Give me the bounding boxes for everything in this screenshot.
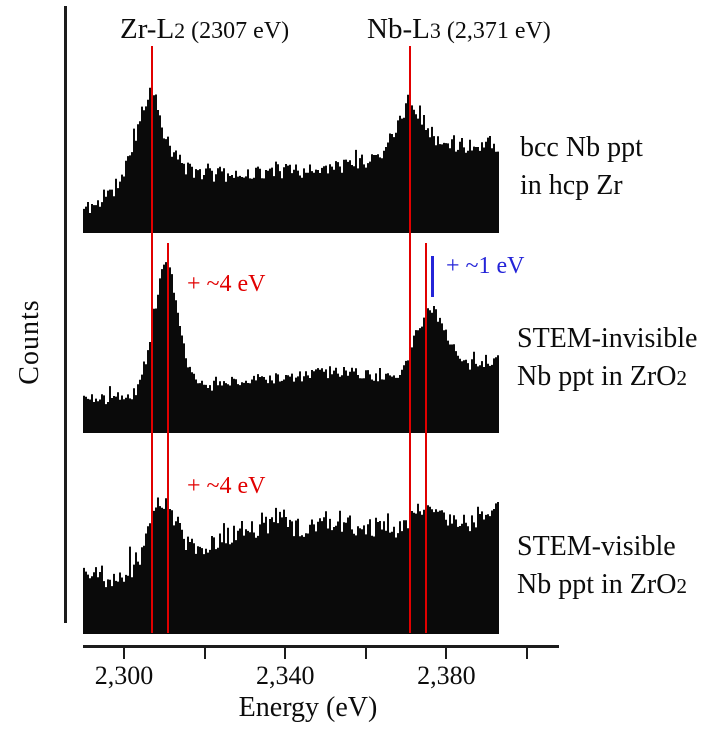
panel-label-line2: Nb ppt in ZrO2 xyxy=(517,569,687,600)
peak-title-nb-main: Nb-L xyxy=(367,13,430,45)
x-axis-line xyxy=(83,645,559,648)
peak-title-zr-shell: 2 xyxy=(174,18,186,43)
peak-title-nb-energy: (2,371 eV) xyxy=(440,18,551,44)
panel-label-line2: in hcp Zr xyxy=(520,170,623,201)
panel-label-stem-visible: STEM-visible Nb ppt in ZrO2 xyxy=(517,528,687,605)
annotation-nb-shift-middle: + ~1 eV xyxy=(446,253,525,279)
x-axis-tick xyxy=(526,648,528,659)
reference-line-zr-2311 xyxy=(167,243,170,633)
peak-title-nb-shell: 3 xyxy=(429,18,441,43)
reference-line-nb-2371 xyxy=(409,46,412,633)
y-axis-line xyxy=(64,6,67,623)
peak-title-nb-l3: Nb-L3 (2,371 eV) xyxy=(367,13,551,46)
spectrum-top-bcc-nb xyxy=(83,83,499,233)
x-axis-tick-label: 2,380 xyxy=(417,661,476,690)
panel-label-line2: Nb ppt in ZrO2 xyxy=(517,361,687,392)
x-axis-title: Energy (eV) xyxy=(238,692,378,723)
reference-line-zr-2307 xyxy=(151,46,154,633)
x-axis-tick xyxy=(203,648,206,659)
peak-title-zr-l2: Zr-L2 (2307 eV) xyxy=(120,13,289,46)
panel-label-bcc-nb: bcc Nb ppt in hcp Zr xyxy=(520,129,643,206)
reference-line-nb-2375 xyxy=(425,243,428,633)
x-axis-tick-label: 2,300 xyxy=(94,661,154,690)
spectrum-bottom-stem-visible xyxy=(83,497,499,634)
annotation-zr-shift-bottom: + ~4 eV xyxy=(187,473,266,499)
x-axis-tick xyxy=(445,648,448,659)
panel-label-line1: STEM-visible xyxy=(517,531,676,562)
x-axis-tick-label: 2,340 xyxy=(255,661,315,690)
marker-line-nb-observed xyxy=(430,256,434,297)
panel-label-line1: bcc Nb ppt xyxy=(520,132,643,163)
panel-label-stem-invisible: STEM-invisible Nb ppt in ZrO2 xyxy=(517,320,697,397)
x-axis-tick xyxy=(284,648,287,659)
peak-title-zr-main: Zr-L xyxy=(120,13,175,45)
x-axis-tick xyxy=(364,648,367,659)
peak-title-zr-energy: (2307 eV) xyxy=(185,18,290,44)
spectrum-middle-stem-invisible xyxy=(83,262,499,433)
annotation-zr-shift-middle: + ~4 eV xyxy=(187,271,266,297)
panel-label-line1: STEM-invisible xyxy=(517,323,698,354)
y-axis-title: Counts xyxy=(14,299,45,385)
x-axis-tick xyxy=(123,648,125,659)
